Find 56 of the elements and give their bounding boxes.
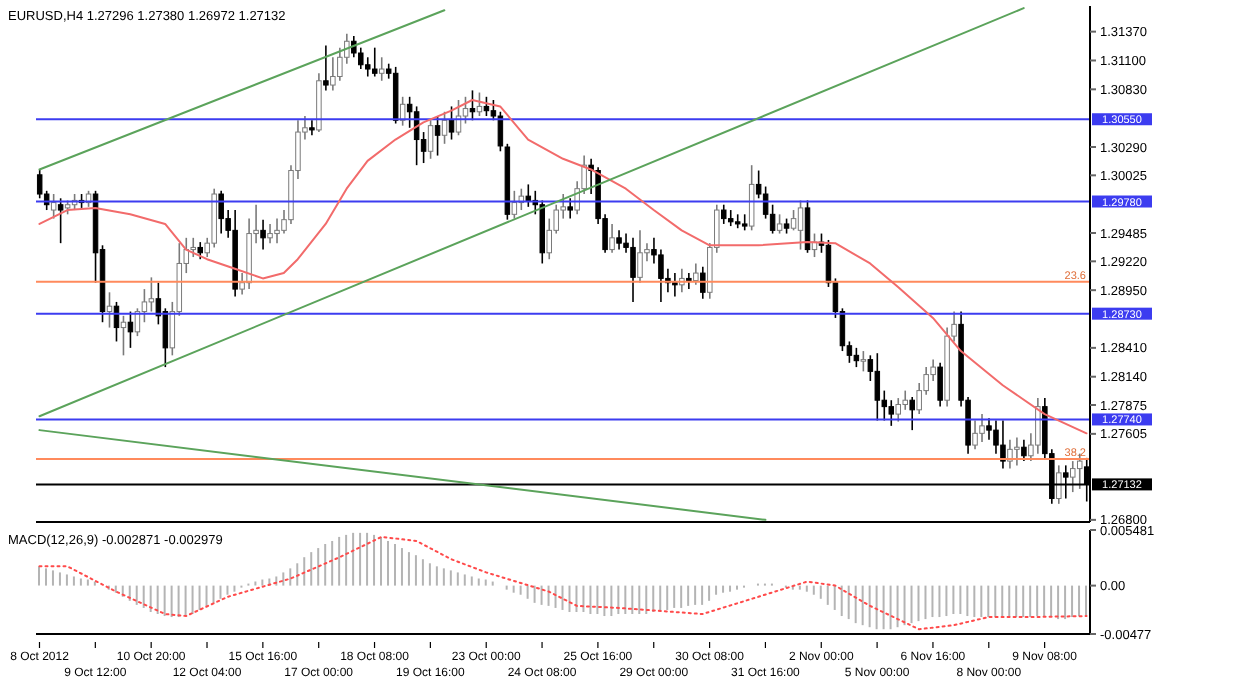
candlestick [50,193,57,220]
candlestick [427,119,434,160]
candlestick [1056,464,1062,505]
candlestick [399,96,406,127]
candlestick [323,44,329,92]
candlestick [609,223,615,254]
candlestick [441,110,448,145]
candlestick [1014,436,1020,467]
candlestick [748,164,755,232]
line-series [38,99,1088,435]
candlestick [1021,438,1027,462]
candlestick [1076,452,1083,490]
candlestick [637,229,643,284]
candlestick [511,190,518,220]
candlestick [218,190,224,235]
candlestick [141,288,148,324]
candlestick [721,203,727,225]
candlestick [1000,419,1006,470]
candlestick [734,213,741,230]
candlestick [525,183,532,208]
candlestick [330,56,336,92]
candlestick [797,199,804,251]
candlestick [776,213,783,235]
candlestick [378,56,385,82]
candlestick [57,197,64,244]
candlestick [462,96,469,125]
candlestick [874,352,881,422]
candlestick [1007,438,1013,470]
candlestick [790,209,797,232]
candlestick [616,229,622,251]
candlestick [1035,397,1041,455]
candlestick [392,66,399,125]
candlestick [448,105,455,141]
candlestick [888,399,895,427]
candlestick [693,262,699,286]
candlestick [1070,460,1076,493]
candlestick [700,265,706,300]
candlestick [937,362,943,408]
candlestick [413,105,420,166]
candlestick [434,115,441,157]
candlestick [267,223,273,244]
candlestick [371,46,378,78]
candlestick [365,56,371,78]
candlestick [260,218,266,251]
candlestick [909,396,915,431]
candlestick [979,413,985,443]
candlestick [853,347,860,368]
candlestick [469,89,476,122]
candlestick [630,237,636,303]
candlestick [274,217,280,244]
candlestick [567,197,573,220]
candlestick [309,119,315,137]
candlestick [860,350,867,373]
candlestick [895,397,901,423]
candlestick [727,209,734,227]
candlestick [972,419,978,451]
